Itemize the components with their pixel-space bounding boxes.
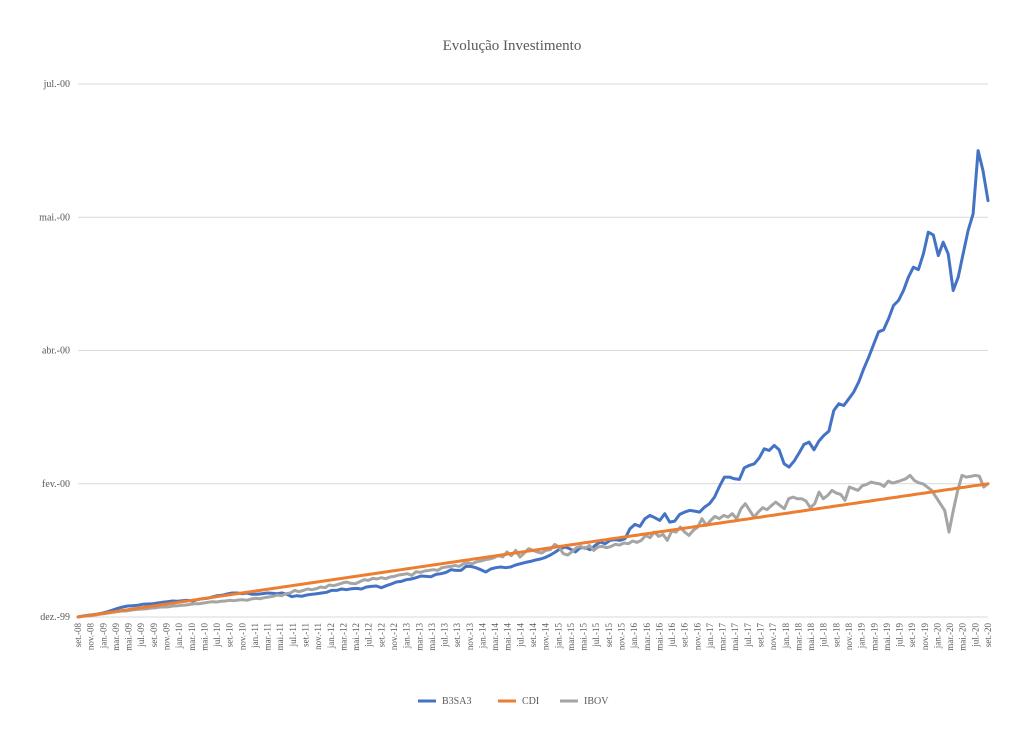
x-tick-label: nov.-09 (161, 623, 171, 651)
y-tick-label: jul.-00 (43, 79, 70, 90)
x-tick-label: set.-18 (831, 623, 841, 648)
x-tick-label: nov.-19 (920, 623, 930, 651)
x-tick-label: jan.-19 (857, 623, 867, 650)
gridlines (78, 83, 988, 618)
x-tick-label: mai.-18 (806, 623, 816, 651)
x-tick-label: jan.-13 (402, 623, 412, 650)
x-tick-label: jul.-14 (515, 623, 525, 648)
series-lines (76, 149, 990, 619)
x-tick-label: jul.-16 (667, 623, 677, 648)
x-tick-label: set.-20 (983, 623, 993, 648)
x-tick-label: set.-17 (756, 623, 766, 648)
x-tick-label: mar.-19 (869, 623, 879, 651)
x-tick-label: nov.-08 (86, 623, 96, 651)
y-tick-label: abr.-00 (42, 346, 70, 357)
x-tick-label: nov.-11 (313, 623, 323, 650)
x-tick-label: set.-08 (73, 623, 83, 648)
x-tick-label: mar.-16 (642, 623, 652, 651)
legend-label-ibov: IBOV (584, 696, 609, 707)
series-line-cdi (76, 482, 990, 619)
x-tick-label: jul.-17 (743, 623, 753, 648)
x-tick-label: set.-10 (225, 623, 235, 648)
x-tick-label: set.-13 (452, 623, 462, 648)
x-tick-label: jan.-17 (705, 623, 715, 650)
x-tick-label: mar.-14 (490, 623, 500, 651)
x-tick-label: mai.-16 (654, 623, 664, 651)
x-tick-label: jan.-10 (174, 623, 184, 650)
y-tick-label: dez.-99 (40, 612, 70, 623)
x-tick-label: mar.-09 (111, 623, 121, 651)
y-tick-label: mai.-00 (39, 212, 70, 223)
x-tick-label: mai.-10 (199, 623, 209, 651)
x-tick-label: set.-09 (149, 623, 159, 648)
x-tick-label: mai.-19 (882, 623, 892, 651)
x-tick-label: nov.-10 (237, 623, 247, 651)
x-tick-label: jan.-20 (932, 623, 942, 650)
x-tick-label: mai.-12 (351, 623, 361, 651)
x-tick-label: jan.-16 (629, 623, 639, 650)
x-tick-label: mar.-10 (187, 623, 197, 651)
y-tick-label: fev.-00 (42, 479, 70, 490)
x-tick-label: jul.-10 (212, 623, 222, 648)
x-tick-label: nov.-17 (768, 623, 778, 651)
x-tick-label: set.-14 (528, 623, 538, 648)
x-tick-label: mar.-18 (793, 623, 803, 651)
x-tick-label: mai.-11 (275, 623, 285, 650)
x-tick-label: mar.-12 (338, 623, 348, 651)
x-tick-label: jul.-13 (440, 623, 450, 648)
x-tick-label: jul.-09 (136, 623, 146, 648)
x-tick-label: nov.-12 (389, 623, 399, 650)
x-tick-label: set.-15 (604, 623, 614, 648)
x-tick-label: mar.-15 (566, 623, 576, 651)
x-tick-label: nov.-14 (541, 623, 551, 651)
x-tick-label: mai.-14 (503, 623, 513, 651)
x-tick-label: nov.-13 (465, 623, 475, 651)
x-tick-label: jan.-11 (250, 623, 260, 649)
x-tick-label: mai.-20 (958, 623, 968, 651)
x-tick-label: mar.-20 (945, 623, 955, 651)
x-tick-label: nov.-18 (844, 623, 854, 651)
x-tick-label: jul.-19 (895, 623, 905, 648)
legend-label-b3sa3: B3SA3 (442, 696, 471, 707)
legend: B3SA3 CDI IBOV (418, 696, 609, 707)
x-tick-label: mar.-17 (718, 623, 728, 651)
x-tick-label: mai.-09 (124, 623, 134, 651)
x-tick-label: jul.-12 (364, 623, 374, 648)
x-tick-label: nov.-16 (692, 623, 702, 651)
x-tick-label: mai.-15 (579, 623, 589, 651)
x-tick-label: mar.-13 (414, 623, 424, 651)
x-tick-label: jan.-12 (326, 623, 336, 649)
legend-label-cdi: CDI (522, 696, 539, 707)
x-tick-label: jan.-15 (553, 623, 563, 650)
chart-title: Evolução Investimento (443, 38, 582, 54)
x-tick-label: jul.-20 (970, 623, 980, 648)
x-tick-label: jul.-15 (591, 623, 601, 648)
x-tick-label: mai.-17 (730, 623, 740, 651)
x-tick-label: jul.-11 (288, 623, 298, 647)
series-line-b3sa3 (76, 149, 990, 619)
x-tick-label: mai.-13 (427, 623, 437, 651)
y-axis: dez.-99 fev.-00 abr.-00 mai.-00 jul.-00 (39, 79, 70, 623)
x-tick-label: set.-16 (680, 623, 690, 648)
x-tick-label: jan.-18 (781, 623, 791, 650)
x-tick-label: mar.-11 (263, 623, 273, 650)
x-tick-label: set.-12 (376, 623, 386, 647)
x-tick-label: jan.-14 (477, 623, 487, 650)
x-axis: set.-08 nov.-08 jan.-09 mar.-09 mai.-09 jul.-… (73, 623, 993, 651)
x-tick-label: jan.-09 (98, 623, 108, 650)
x-tick-label: set.-11 (301, 623, 311, 647)
x-tick-label: jul.-18 (819, 623, 829, 648)
x-tick-label: set.-19 (907, 623, 917, 648)
x-tick-label: nov.-15 (616, 623, 626, 651)
